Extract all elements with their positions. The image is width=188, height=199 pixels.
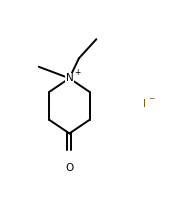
Text: +: + [74, 68, 80, 77]
Text: −: − [148, 95, 154, 103]
Text: I: I [143, 99, 146, 109]
Text: O: O [65, 163, 74, 173]
Text: N: N [66, 73, 73, 83]
